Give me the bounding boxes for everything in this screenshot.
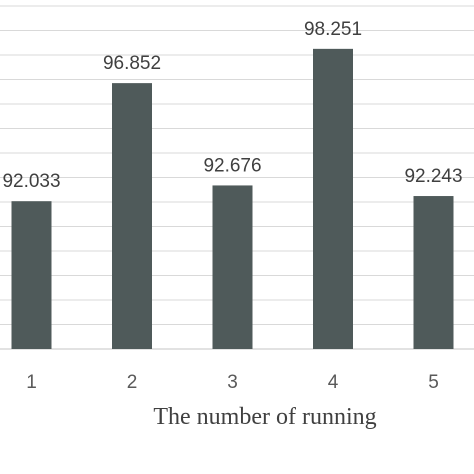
x-tick-label-2: 2 — [127, 372, 138, 393]
bar-5 — [413, 196, 454, 349]
data-label-3: 92.676 — [203, 155, 261, 176]
bars — [11, 48, 454, 350]
data-label-4: 98.251 — [304, 19, 362, 40]
x-tick-label-5: 5 — [428, 372, 439, 393]
bar-2 — [112, 83, 152, 349]
bar-3 — [212, 185, 253, 349]
bar-4 — [313, 48, 353, 350]
x-tick-label-4: 4 — [328, 372, 339, 393]
x-tick-label-3: 3 — [227, 372, 238, 393]
data-label-2: 96.852 — [103, 53, 161, 74]
data-label-5: 92.243 — [404, 166, 462, 187]
bar-1 — [11, 201, 52, 349]
x-axis-label: The number of running — [153, 404, 376, 430]
x-tick-labels: 1 2 3 4 5 — [26, 372, 439, 393]
x-tick-label-1: 1 — [26, 372, 37, 393]
data-labels: 92.033 96.852 92.676 98.251 92.243 — [2, 19, 462, 192]
data-label-1: 92.033 — [2, 171, 60, 192]
